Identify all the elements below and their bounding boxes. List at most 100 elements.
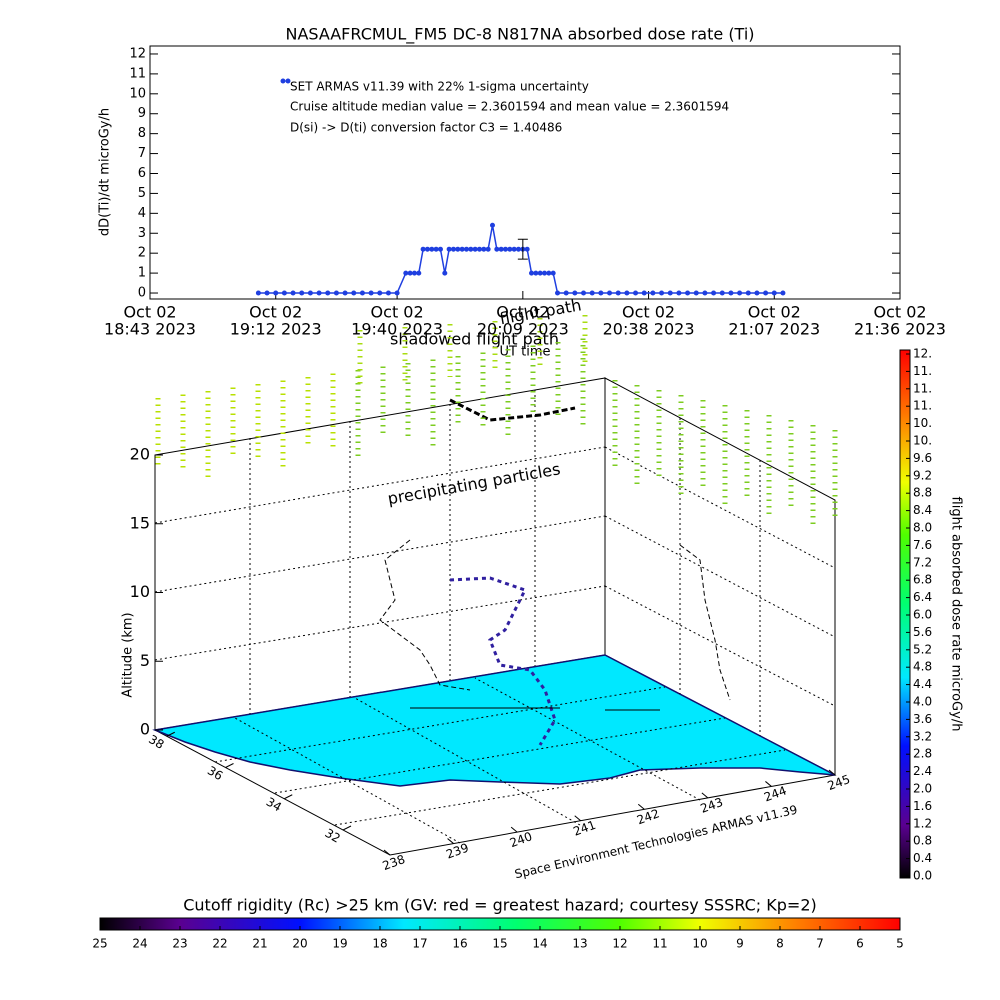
colorbar-tick-label: 11. [913, 399, 932, 413]
z-tick-label: 5 [140, 651, 150, 670]
lon-tick [701, 792, 709, 799]
data-point [472, 246, 478, 252]
data-point [763, 290, 769, 296]
z-tick-label: 10 [130, 582, 150, 601]
data-point [754, 290, 760, 296]
data-point [299, 290, 305, 296]
data-point [273, 290, 279, 296]
data-point [342, 290, 348, 296]
data-point [633, 290, 639, 296]
data-point [533, 270, 539, 276]
colorbar-tick-label: 8.8 [913, 486, 932, 500]
data-point [659, 290, 665, 296]
x-tick-label: 19:40 2023 [351, 320, 443, 339]
y-tick-label: 6 [138, 166, 146, 181]
lat-tick [342, 825, 352, 831]
colorbar-tick-label: 6.4 [913, 590, 932, 604]
lon-tick-label: 240 [508, 829, 534, 850]
lat-tick [166, 731, 175, 737]
data-point [307, 290, 313, 296]
data-point [485, 246, 491, 252]
colorbar-tick-label: 7.2 [913, 555, 932, 569]
data-point [641, 290, 647, 296]
lat-tick-label: 36 [205, 763, 225, 783]
x-axis-label: UT time [500, 345, 551, 360]
lon-tick [383, 849, 391, 856]
colorbar-label: flight absorbed dose rate microGy/h [949, 497, 964, 732]
x-tick-label: Oct 02 [873, 303, 926, 322]
x-tick-label: Oct 02 [123, 303, 176, 322]
data-point [745, 290, 751, 296]
data-point [290, 290, 296, 296]
colorbar-tick-label: 11. [913, 381, 932, 395]
data-point [333, 290, 339, 296]
colorbar-tick-label: 7.6 [913, 538, 932, 552]
shadow-path [449, 398, 576, 422]
lon-tick [637, 803, 645, 810]
dose-colorbar [899, 349, 911, 879]
data-point [394, 290, 400, 296]
lon-tick [510, 826, 518, 833]
colorbar-tick-label: 9 [736, 937, 744, 951]
data-point [420, 246, 426, 252]
lat-tick [284, 794, 293, 800]
data-point [377, 290, 383, 296]
data-point [476, 246, 482, 252]
data-point [455, 246, 461, 252]
x-tick-label: Oct 02 [371, 303, 424, 322]
data-point [542, 270, 548, 276]
colorbar-tick-label: 25 [92, 937, 107, 951]
data-point [555, 290, 561, 296]
colorbar-title: Cutoff rigidity (Rc) >25 km (GV: red = g… [183, 896, 817, 915]
colorbar-tick-label: 6 [856, 937, 864, 951]
lat-tick-label: 34 [264, 795, 284, 815]
y-axis-label: dD(Ti)/dt microGy/h [98, 108, 113, 236]
colorbar-tick-label: 5.2 [913, 642, 932, 656]
data-point [385, 290, 391, 296]
annotation: D(si) -> D(ti) conversion factor C3 = 1.… [290, 121, 562, 135]
data-point [351, 290, 357, 296]
y-tick-label: 2 [138, 246, 146, 261]
y-tick-label: 7 [138, 146, 146, 161]
data-point [676, 290, 682, 296]
data-point [489, 222, 495, 228]
colorbar-tick-label: 6.8 [913, 573, 932, 587]
lon-tick-label: 239 [444, 841, 470, 862]
data-point [255, 290, 261, 296]
lon-tick [765, 781, 772, 787]
data-point [550, 270, 556, 276]
lon-tick-label: 244 [762, 783, 788, 804]
data-point [515, 246, 521, 252]
data-point [502, 246, 508, 252]
data-point [537, 270, 543, 276]
legend-label: SET ARMAS v11.39 with 22% 1-sigma uncert… [290, 80, 589, 94]
lon-tick-label: 242 [635, 806, 661, 827]
data-point [702, 290, 708, 296]
colorbar-tick-label: 6.0 [913, 608, 932, 622]
data-point [325, 290, 331, 296]
data-point [511, 246, 517, 252]
colorbar-tick-label: 16 [452, 937, 467, 951]
data-point [433, 246, 439, 252]
data-point [529, 270, 535, 276]
x-tick-label: Oct 02 [748, 303, 801, 322]
colorbar-tick-label: 4.8 [913, 660, 932, 674]
lat-tick-label: 38 [146, 732, 166, 752]
data-point [563, 290, 569, 296]
data-point [446, 246, 452, 252]
colorbar-tick-label: 23 [172, 937, 187, 951]
colorbar-tick-label: 11. [913, 364, 932, 378]
z-tick-label: 15 [130, 513, 150, 532]
colorbar-tick-label: 1.6 [913, 799, 932, 813]
x-tick-label: 20:38 2023 [603, 320, 695, 339]
y-tick-label: 9 [138, 106, 146, 121]
lon-tick-label: 238 [381, 852, 407, 873]
colorbar-tick-label: 7 [816, 937, 824, 951]
colorbar-tick-label: 4.4 [913, 677, 932, 691]
legend-marker [280, 78, 286, 84]
colorbar-tick-label: 4.0 [913, 695, 932, 709]
colorbar-tick-label: 3.2 [913, 729, 932, 743]
y-tick-label: 3 [138, 226, 146, 241]
x-tick-label: Oct 02 [249, 303, 302, 322]
